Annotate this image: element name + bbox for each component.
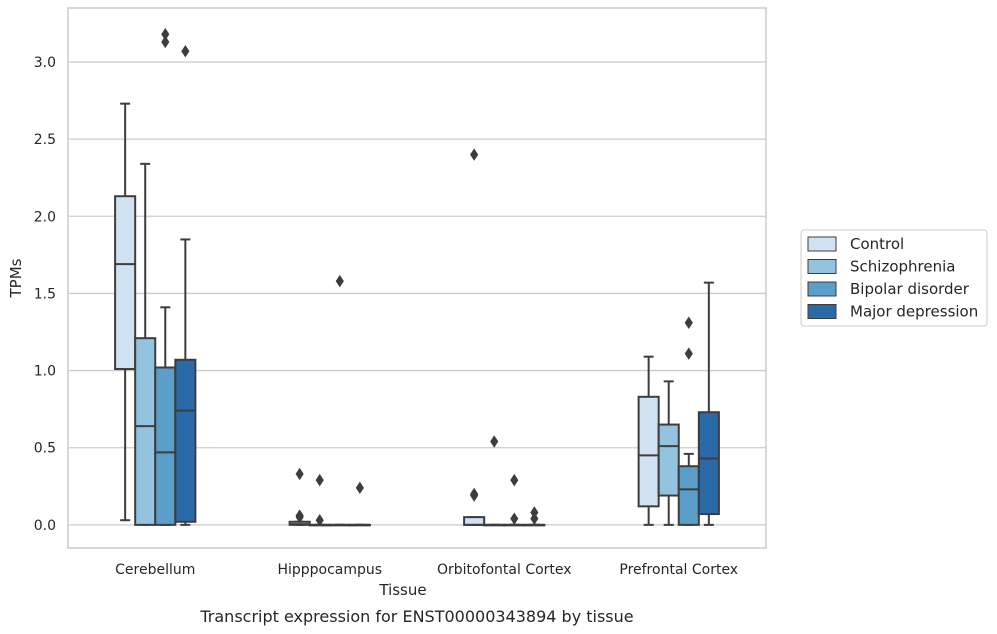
outlier-point <box>355 481 364 495</box>
outlier-point <box>510 473 519 487</box>
legend: Control Schizophrenia Bipolar disorder Majo… <box>800 229 988 327</box>
x-tick-label: Hipppocampus <box>277 562 382 578</box>
plot-frame <box>67 7 767 549</box>
outlier-point <box>315 513 324 527</box>
box-bipolar-disorder-orbitofontal-cortex <box>503 473 526 527</box>
legend-swatch <box>807 236 837 252</box>
box-control-cerebellum <box>114 102 137 522</box>
outlier-point <box>470 148 479 161</box>
y-tick-label: 2.5 <box>34 132 56 148</box>
box-body <box>134 337 157 526</box>
box-body <box>637 395 660 508</box>
box-major-depression-hipppocampus <box>348 481 371 527</box>
x-axis-label: Tissue <box>378 581 426 599</box>
y-tick-label: 3.0 <box>34 55 56 71</box>
box-major-depression-cerebellum <box>174 44 197 526</box>
box-schizophrenia-prefrontal-cortex <box>657 380 680 526</box>
outlier-point <box>315 473 324 487</box>
y-axis-label: TPMs <box>7 258 25 298</box>
outlier-point <box>684 316 693 329</box>
y-tick-label: 1.5 <box>34 286 56 302</box>
box-body <box>174 358 197 523</box>
box-control-orbitofontal-cortex <box>463 148 486 526</box>
legend-label: Major depression <box>850 303 978 321</box>
box-body <box>697 411 720 516</box>
box-body <box>677 465 700 526</box>
box-body <box>114 195 137 371</box>
chart-caption: Transcript expression for ENST0000034389… <box>199 607 633 626</box>
box-schizophrenia-cerebellum <box>134 162 157 526</box>
y-tick-label: 0.0 <box>34 518 56 534</box>
legend-label: Schizophrenia <box>850 258 955 276</box>
box-bipolar-disorder-cerebellum <box>154 27 177 526</box>
x-tick-label: Cerebellum <box>115 562 195 578</box>
x-tick-label: Prefrontal Cortex <box>619 562 738 578</box>
box-body <box>463 516 486 526</box>
legend-label: Control <box>850 235 904 253</box>
box-bipolar-disorder-hipppocampus <box>328 274 351 527</box>
box-major-depression-prefrontal-cortex <box>697 281 720 526</box>
legend-frame <box>800 229 988 327</box>
box-body <box>154 366 177 526</box>
legend-label: Bipolar disorder <box>850 280 970 298</box>
box-major-depression-orbitofontal-cortex <box>523 506 546 527</box>
box-schizophrenia-hipppocampus <box>308 473 331 527</box>
legend-swatch <box>807 281 837 297</box>
box-control-prefrontal-cortex <box>637 355 660 526</box>
y-tick-label: 2.0 <box>34 209 56 225</box>
legend-swatch <box>807 304 837 319</box>
outlier-point <box>530 512 539 525</box>
outlier-point <box>490 435 499 448</box>
outlier-point <box>295 467 304 481</box>
y-tick-label: 1.0 <box>34 364 56 380</box>
y-tick-labels: 0.0 0.5 1.0 1.5 2.0 2.5 3.0 <box>34 55 56 534</box>
outlier-point <box>470 489 479 502</box>
boxes <box>114 27 720 527</box>
legend-swatch <box>807 259 837 274</box>
box-schizophrenia-orbitofontal-cortex <box>483 435 506 527</box>
box-control-hipppocampus <box>288 467 311 526</box>
outlier-point <box>161 35 170 49</box>
y-tick-label: 0.5 <box>34 441 56 457</box>
outlier-point <box>295 510 304 524</box>
outlier-point <box>335 274 344 288</box>
outlier-point <box>510 512 519 525</box>
outlier-point <box>181 44 190 58</box>
box-body <box>657 423 680 497</box>
outlier-point <box>684 347 693 360</box>
x-tick-label: Orbitofontal Cortex <box>437 562 572 578</box>
x-tick-labels: Cerebellum Hipppocampus Orbitofontal Corte… <box>115 562 738 578</box>
box-bipolar-disorder-prefrontal-cortex <box>677 316 700 526</box>
